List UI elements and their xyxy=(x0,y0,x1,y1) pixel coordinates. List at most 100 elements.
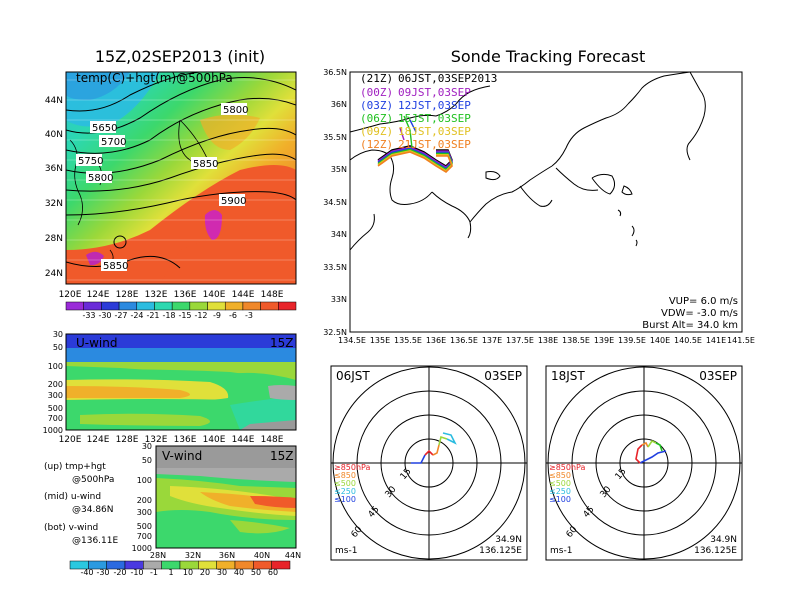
level-label: ≤500 xyxy=(549,479,571,488)
colorbar-label: -30 xyxy=(96,568,109,577)
lon-tick: 138E xyxy=(538,336,558,345)
colorbar-label: -27 xyxy=(114,311,127,320)
colorbar-label: -12 xyxy=(194,311,207,320)
legend-up: (up) tmp+hgt xyxy=(44,462,106,472)
colorbar-swatch xyxy=(101,301,120,311)
lon-tick: 141E xyxy=(706,336,726,345)
lon-tick: 124E xyxy=(87,290,110,300)
contour-label: 5750 xyxy=(78,156,103,167)
lon-tick: 135.5E xyxy=(394,336,422,345)
p-tick: 100 xyxy=(137,476,152,485)
polar-lat: 34.9N xyxy=(710,535,737,545)
polar-lat: 34.9N xyxy=(495,535,522,545)
colorbar-label: 10 xyxy=(183,568,193,577)
p-tick: 700 xyxy=(48,414,63,423)
vwind-label: V-wind xyxy=(162,449,202,463)
colorbar-label: -3 xyxy=(245,311,253,320)
colorbar-label: -40 xyxy=(80,568,93,577)
p-tick: 300 xyxy=(48,391,63,400)
colorbar-swatch xyxy=(271,560,291,570)
track-line xyxy=(377,151,453,174)
colorbar-swatch xyxy=(224,301,244,311)
colorbar-label: 1 xyxy=(168,568,173,577)
lon-tick: 128E xyxy=(116,435,139,445)
colorbar-swatch xyxy=(207,301,226,311)
lon-tick: 120E xyxy=(59,290,82,300)
lon-tick: 139.5E xyxy=(618,336,646,345)
lon-tick: 140E xyxy=(650,336,670,345)
level-label: ≥850hPa xyxy=(549,463,586,472)
map500-label: temp(C)+hgt(m)@500hPa xyxy=(76,71,233,85)
level-label: ≤100 xyxy=(334,495,356,504)
vwind-panel: V-wind 15Z 30 50 100 200 300 500 700 100… xyxy=(69,442,301,577)
contour-label: 5700 xyxy=(101,137,126,148)
p-tick: 1000 xyxy=(43,426,63,435)
uwind-label: U-wind xyxy=(76,336,117,350)
colorbar-label: 50 xyxy=(251,568,261,577)
lon-tick: 144E xyxy=(232,435,255,445)
hodograph-segment xyxy=(438,435,448,446)
main-title: 15Z,02SEP2013 (init) xyxy=(95,47,265,66)
lat-tick: 28N xyxy=(150,551,166,560)
colorbar-swatch xyxy=(65,301,84,311)
lon-tick: 141.5E xyxy=(727,336,755,345)
track-entry-09z-key: (09Z) xyxy=(360,125,393,138)
colorbar-label: -6 xyxy=(229,311,237,320)
lon-tick: 132E xyxy=(145,435,168,445)
polar-unit: ms-1 xyxy=(335,546,357,556)
colorbar-swatch xyxy=(154,301,173,311)
p-tick: 50 xyxy=(53,343,63,352)
colorbar-label: 60 xyxy=(268,568,278,577)
lon-tick: 120E xyxy=(59,435,82,445)
lat-tick: 35N xyxy=(331,165,347,174)
legend-mid2: @34.86N xyxy=(72,505,114,515)
lat-tick: 40N xyxy=(254,551,270,560)
track-entry-06z-key: (06Z) xyxy=(360,112,393,125)
track-entry-03z-key: (03Z) xyxy=(360,99,393,112)
legend-up2: @500hPa xyxy=(72,475,114,485)
colorbar-label: -24 xyxy=(130,311,143,320)
colorbar-label: -33 xyxy=(82,311,95,320)
lon-tick: 140E xyxy=(203,435,226,445)
contour-label: 5850 xyxy=(103,261,128,272)
p-tick: 200 xyxy=(137,496,152,505)
p-tick: 300 xyxy=(137,508,152,517)
p-tick: 30 xyxy=(142,442,152,451)
contour-label: 5650 xyxy=(92,123,117,134)
polar-right-panel: 18JST 03SEP 15 30 45 60 ≥850hPa ≤850 ≤50… xyxy=(545,365,743,561)
hodograph-segment xyxy=(411,454,426,464)
lat-tick: 44N xyxy=(45,96,63,106)
colorbar-label: -20 xyxy=(113,568,126,577)
contour-label: 5900 xyxy=(221,196,246,207)
lon-tick: 144E xyxy=(232,290,255,300)
legend-mid: (mid) u-wind xyxy=(44,492,101,502)
lat-tick: 44N xyxy=(285,551,301,560)
polar-right-date: 03SEP xyxy=(699,369,737,383)
level-label: ≤250 xyxy=(549,487,571,496)
p-tick: 500 xyxy=(137,522,152,531)
lat-tick: 36N xyxy=(331,100,347,109)
track-line xyxy=(399,127,405,141)
colorbar-label: 20 xyxy=(200,568,210,577)
colorbar-swatch xyxy=(171,301,191,311)
level-label: ≤250 xyxy=(334,487,356,496)
level-label: ≤100 xyxy=(549,495,571,504)
lon-tick: 136E xyxy=(426,336,446,345)
track-entry-21z-value: 06JST,03SEP2013 xyxy=(398,72,497,85)
hodograph-right xyxy=(635,439,667,464)
colorbar-label: -30 xyxy=(98,311,111,320)
lon-tick: 148E xyxy=(261,290,284,300)
lat-tick: 36.5N xyxy=(323,68,347,77)
polar-left-date: 03SEP xyxy=(484,369,522,383)
p-tick: 1000 xyxy=(132,544,152,553)
panel-legend: (up) tmp+hgt @500hPa (mid) u-wind @34.86… xyxy=(44,462,118,546)
lat-tick: 32N xyxy=(45,199,63,209)
track-entry-00z-key: (00Z) xyxy=(360,86,393,99)
lon-tick: 137.5E xyxy=(506,336,534,345)
track-line xyxy=(403,115,413,149)
lat-tick: 35.5N xyxy=(323,133,347,142)
lon-tick: 139E xyxy=(594,336,614,345)
level-label: ≤500 xyxy=(334,479,356,488)
uwind-time: 15Z xyxy=(270,336,294,350)
p-tick: 30 xyxy=(53,330,63,339)
